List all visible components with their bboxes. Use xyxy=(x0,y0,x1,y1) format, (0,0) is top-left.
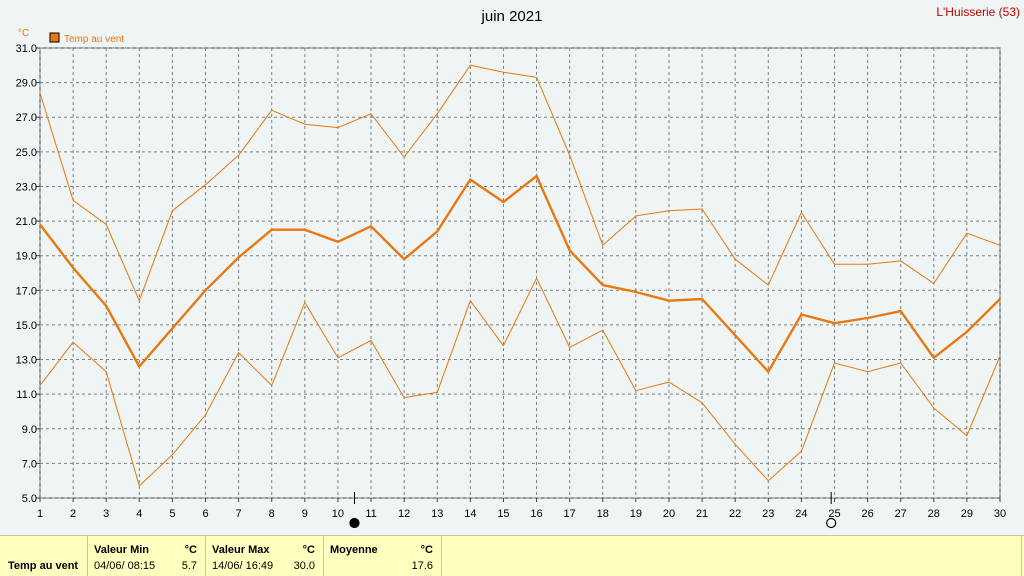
y-unit-label: °C xyxy=(18,28,29,39)
stats-row-label: Temp au vent xyxy=(8,560,79,572)
x-tick-label: 6 xyxy=(202,508,208,520)
stats-max-cell: Valeur Max °C 14/06/ 16:49 30.0 xyxy=(206,536,324,576)
y-tick-label: 23.0 xyxy=(16,181,37,193)
chart-title: juin 2021 xyxy=(481,8,543,25)
x-tick-label: 8 xyxy=(269,508,275,520)
station-name: L'Huisserie (53) xyxy=(936,5,1020,19)
x-tick-label: 2 xyxy=(70,508,76,520)
x-tick-label: 24 xyxy=(795,508,807,520)
series-lines xyxy=(39,64,1001,487)
y-tick-label: 19.0 xyxy=(16,251,37,263)
y-tick-label: 5.0 xyxy=(22,493,37,505)
y-tick-label: 25.0 xyxy=(16,147,37,159)
x-tick-label: 13 xyxy=(431,508,443,520)
x-tick-label: 22 xyxy=(729,508,741,520)
x-tick-label: 20 xyxy=(663,508,675,520)
chart: juin 2021 L'Huisserie (53) °C Temp au ve… xyxy=(16,5,1020,529)
y-tick-label: 13.0 xyxy=(16,355,37,367)
full-moon-icon xyxy=(826,517,837,529)
stats-max-label: Valeur Max xyxy=(212,544,270,556)
stats-max-date: 14/06/ 16:49 xyxy=(212,560,274,572)
grid xyxy=(39,47,1001,499)
x-tick-label: 3 xyxy=(103,508,109,520)
stats-min-date: 04/06/ 08:15 xyxy=(94,560,156,572)
x-tick-label: 21 xyxy=(696,508,708,520)
stats-row-header-cell: Temp au vent xyxy=(0,536,88,576)
x-tick-label: 4 xyxy=(136,508,142,520)
new-moon-icon xyxy=(349,517,360,529)
legend-label: Temp au vent xyxy=(64,34,124,45)
x-tick-label: 11 xyxy=(365,508,376,520)
x-tick-label: 5 xyxy=(169,508,175,520)
x-tick-label: 10 xyxy=(332,508,344,520)
x-tick-label: 27 xyxy=(895,508,907,520)
stats-panel: Temp au vent Valeur Min °C 04/06/ 08:15 … xyxy=(0,535,1024,576)
x-tick-label: 26 xyxy=(861,508,873,520)
x-tick-label: 28 xyxy=(928,508,940,520)
stats-empty-cell xyxy=(442,536,1022,576)
y-tick-label: 21.0 xyxy=(16,216,37,228)
y-tick-label: 7.0 xyxy=(22,458,37,470)
y-tick-label: 9.0 xyxy=(22,424,37,436)
x-tick-label: 7 xyxy=(236,508,242,520)
x-tick-label: 12 xyxy=(398,508,410,520)
stats-min-unit: °C xyxy=(184,544,197,556)
y-tick-label: 15.0 xyxy=(16,320,37,332)
x-tick-label: 14 xyxy=(464,508,476,520)
series-line-mean xyxy=(39,174,1001,373)
x-tick-label: 19 xyxy=(630,508,642,520)
stats-min-value: 5.7 xyxy=(181,560,197,572)
x-tick-label: 16 xyxy=(530,508,542,520)
series-line-max xyxy=(39,64,1001,302)
y-tick-label: 11.0 xyxy=(16,389,37,401)
y-tick-label: 31.0 xyxy=(16,43,37,55)
x-tick-label: 18 xyxy=(597,508,609,520)
y-axis: 5.0 7.0 9.0 11.0 13.0 15.0 17.0 19.0 21.0 23.0 25.… xyxy=(16,43,40,505)
y-tick-label: 17.0 xyxy=(16,285,37,297)
x-tick-label: 15 xyxy=(497,508,509,520)
series-line-min xyxy=(39,277,1001,487)
y-tick-label: 27.0 xyxy=(16,112,37,124)
x-tick-label: 17 xyxy=(564,508,576,520)
stats-avg-unit: °C xyxy=(420,544,433,556)
x-axis: 1 2 3 4 5 6 7 8 9 10 11 12 13 14 15 16 17 18 19 20 21 22 23 24 2… xyxy=(37,498,1006,520)
y-tick-label: 29.0 xyxy=(16,78,37,90)
plot-area xyxy=(39,47,1001,499)
x-tick-label: 30 xyxy=(994,508,1006,520)
stats-avg-cell: Moyenne °C 17.6 xyxy=(324,536,442,576)
x-tick-label: 29 xyxy=(961,508,973,520)
moon-phase-markers xyxy=(349,492,837,529)
stats-avg-label: Moyenne xyxy=(330,544,378,556)
stats-avg-value: 17.6 xyxy=(411,560,433,572)
stats-min-label: Valeur Min xyxy=(94,544,150,556)
stats-max-unit: °C xyxy=(302,544,315,556)
x-tick-label: 23 xyxy=(762,508,774,520)
stats-max-value: 30.0 xyxy=(293,560,315,572)
x-tick-label: 9 xyxy=(302,508,308,520)
legend-swatch xyxy=(49,32,60,43)
x-tick-label: 1 xyxy=(37,508,43,520)
stats-min-cell: Valeur Min °C 04/06/ 08:15 5.7 xyxy=(88,536,206,576)
x-tick-label: 25 xyxy=(828,508,840,520)
